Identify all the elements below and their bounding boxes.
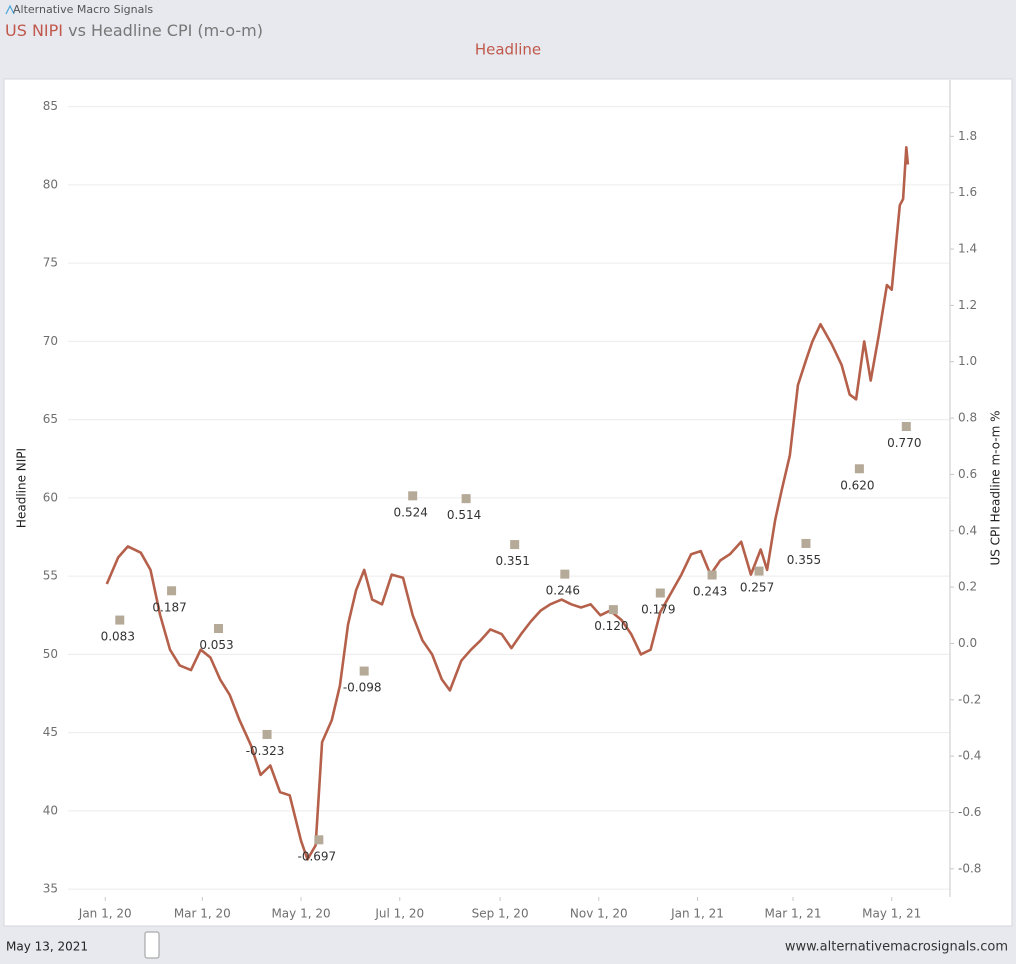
footer-date: May 13, 2021: [6, 940, 88, 954]
scatter-point: [408, 491, 418, 501]
scatter-point: [461, 494, 471, 504]
value-label: 0.351: [495, 554, 529, 568]
scatter-point: [801, 538, 811, 548]
y2-axis-label: US CPI Headline m-o-m %: [989, 410, 1003, 565]
logo-icon: [5, 4, 15, 15]
line-series: [105, 146, 910, 861]
y2-tick-label: -0.6: [958, 805, 981, 819]
value-label: 0.053: [199, 638, 233, 652]
y-tick-label: 45: [43, 725, 58, 739]
scatter-point: [314, 835, 324, 845]
y2-tick-label: 1.8: [958, 129, 977, 143]
x-tick-label: May 1, 20: [271, 907, 330, 921]
y-tick-label: 65: [43, 412, 58, 426]
scatter-point: [359, 666, 369, 676]
y2-tick-label: 0.4: [958, 523, 977, 537]
footer-url: www.alternativemacrosignals.com: [785, 940, 1008, 955]
brand: Alternative Macro Signals: [13, 3, 153, 16]
x-tick-label: Jul 1, 20: [374, 907, 424, 921]
scatter-point: [560, 569, 570, 579]
y-axis-label: Headline NIPI: [15, 448, 29, 528]
x-tick-label: Nov 1, 20: [570, 907, 628, 921]
y2-tick-label: 0.0: [958, 636, 977, 650]
value-label: 0.243: [693, 584, 727, 598]
y-tick-label: 85: [43, 99, 58, 113]
scatter-point: [214, 624, 224, 634]
value-label: 0.246: [546, 584, 580, 598]
x-tick-label: May 1, 21: [862, 907, 921, 921]
value-label: 0.514: [447, 508, 481, 522]
scatter-point: [854, 464, 864, 474]
x-tick-label: Jan 1, 21: [670, 907, 724, 921]
value-label: 0.083: [101, 630, 135, 644]
chart-subtitle: Headline: [475, 41, 541, 59]
y-tick-label: 75: [43, 256, 58, 270]
x-tick-label: Jan 1, 20: [78, 907, 132, 921]
scatter-point: [167, 586, 177, 596]
plot-panel: [3, 78, 1013, 927]
value-label: 0.355: [787, 553, 821, 567]
value-label: 0.770: [887, 436, 921, 450]
scatter-point: [115, 615, 125, 625]
y-tick-label: 80: [43, 177, 58, 191]
y-tick-label: 60: [43, 490, 58, 504]
chart-title: US NIPI vs Headline CPI (m-o-m): [5, 21, 263, 40]
scatter-point: [608, 605, 618, 615]
y2-tick-label: 1.4: [958, 242, 977, 256]
y2-tick-label: 0.2: [958, 580, 977, 594]
y2-tick-label: -0.4: [958, 749, 981, 763]
y-tick-label: 70: [43, 334, 58, 348]
x-tick-label: Mar 1, 21: [765, 907, 822, 921]
value-label: -0.697: [298, 849, 337, 863]
y2-tick-label: 1.0: [958, 354, 977, 368]
y-tick-label: 35: [43, 882, 58, 896]
y2-tick-label: 0.8: [958, 411, 977, 425]
y2-tick-label: 0.6: [958, 467, 977, 481]
x-tick-label: Sep 1, 20: [472, 907, 529, 921]
scatter-point: [707, 570, 717, 580]
scatter-point: [655, 588, 665, 598]
value-label: -0.098: [343, 681, 382, 695]
y-tick-label: 55: [43, 569, 58, 583]
y-tick-label: 50: [43, 647, 58, 661]
value-label: 0.120: [594, 619, 628, 633]
value-label: -0.323: [246, 744, 285, 758]
slider-handle[interactable]: [144, 931, 160, 959]
y2-tick-label: 1.2: [958, 298, 977, 312]
y-tick-label: 40: [43, 803, 58, 817]
value-label: 0.620: [840, 478, 874, 492]
y2-tick-label: -0.8: [958, 861, 981, 875]
value-label: 0.179: [641, 603, 675, 617]
y2-tick-label: 1.6: [958, 185, 977, 199]
scatter-point: [262, 729, 272, 739]
value-label: 0.524: [394, 505, 428, 519]
y2-tick-label: -0.2: [958, 692, 981, 706]
value-label: 0.257: [740, 581, 774, 595]
value-label: 0.187: [152, 600, 186, 614]
scatter-point: [901, 422, 911, 432]
scatter-point: [754, 566, 764, 576]
x-tick-label: Mar 1, 20: [174, 907, 231, 921]
scatter-point: [510, 540, 520, 550]
